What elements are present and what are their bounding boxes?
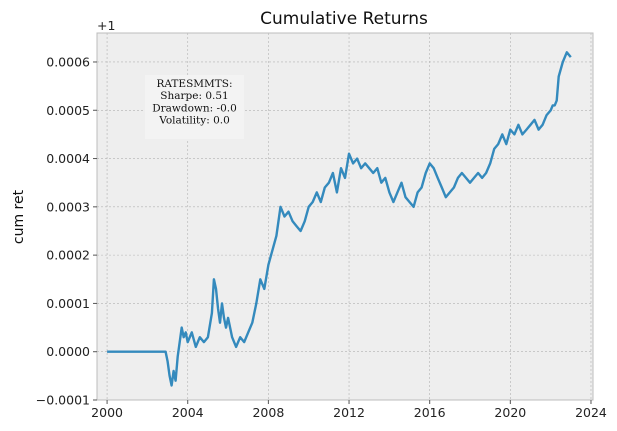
- plot-frame: [96, 32, 594, 401]
- stats-annotation-line: Drawdown: -0.0: [152, 102, 237, 114]
- y-tick-label: 0.0005: [46, 103, 90, 118]
- x-tick-label: 2020: [494, 405, 526, 420]
- y-tick-label: 0.0002: [46, 248, 90, 263]
- y-tick-label: 0.0001: [46, 296, 90, 311]
- y-tick-label: 0.0000: [46, 344, 90, 359]
- x-tick-label: 2004: [172, 405, 204, 420]
- plot-area: 2000 2004 2008 2012 2016 2020 2024 −0.0001 0.000…: [36, 32, 607, 420]
- y-tick-label: −0.0001: [36, 393, 90, 408]
- y-axis-offset-label: +1: [97, 18, 115, 33]
- y-tick-label: 0.0006: [46, 54, 90, 69]
- stats-annotation-line: Sharpe: 0.51: [160, 90, 228, 102]
- stats-annotation-line: RATESMMTS:: [156, 78, 232, 90]
- x-tick-label: 2008: [252, 405, 284, 420]
- stats-annotation-box: [145, 75, 244, 139]
- chart-title: Cumulative Returns: [260, 9, 428, 29]
- series-line: [107, 51, 572, 387]
- stats-annotation-line: Volatility: 0.0: [158, 115, 230, 127]
- x-tick-label: 2016: [414, 405, 446, 420]
- y-tick-label: 0.0003: [46, 199, 90, 214]
- x-tick-label: 2024: [575, 405, 607, 420]
- y-axis-label: cum ret: [11, 189, 27, 244]
- y-tick-label: 0.0004: [46, 151, 90, 166]
- x-tick-label: 2000: [91, 405, 123, 420]
- x-tick-label: 2012: [333, 405, 365, 420]
